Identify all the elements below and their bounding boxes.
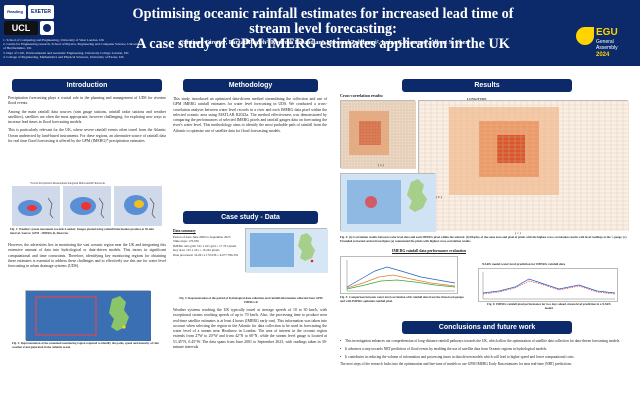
affiliations: 1. School of Computing and Engineering, … [3,38,143,59]
egu-logo: EGU General Assembly 2024 [574,25,634,63]
results-heading: Results [402,79,572,92]
fig1-caption: Fig. 1: Weather system movement towards … [10,227,154,235]
affiliation: 4. College of Engineering, Mathematics a… [3,54,124,59]
header-banner: Reading EXETER UCL Optimising oceanic ra… [0,0,640,66]
perf-eval-title: IMERG rainfall data performance evaluati… [392,249,467,253]
herts-logo [40,21,54,35]
egu-line-2: General [596,39,614,45]
case-study-heading: Case study - Data [183,211,318,224]
title-line-1: Optimising oceanic rainfall estimates fo… [132,6,514,37]
egu-leaf-icon [576,27,594,45]
fig2-caption: Fig. 2: Representation of the examined m… [12,341,159,349]
data-summary-item: IMERG data grid: 101 x 161 grid = 17 761… [173,243,237,248]
conclusions-list: This investigation enhances our comprehe… [340,339,632,359]
panel-label-a: ( a ) [378,163,384,167]
introduction-heading: Introduction [12,79,162,92]
methodology-text: This study introduced an optimized data-… [173,97,327,133]
affiliation: 3. Dept of Civil, Environmental and Geom… [3,50,129,55]
fig2-map-drawing [26,291,151,341]
fig5-correlation-chart [340,256,458,294]
egu-line-3: Assembly [596,45,618,51]
conclusions-heading: Conclusions and future work [402,321,572,334]
data-summary-item: Data processed: 16,261 x 170,036 = 4,077… [173,252,239,257]
data-summary-title: Data summary [173,229,196,233]
intro-paragraph: Precipitation forecasting plays a crucia… [8,96,166,106]
case-study-text: Weather systems reaching the UK typicall… [173,308,327,350]
next-steps: The next steps of the research looks int… [340,362,572,367]
fig4b-map-drawing [341,174,436,232]
egu-name: EGU [596,27,618,38]
ucl-logo: UCL [4,21,38,35]
fig6-narx-prediction-chart [478,268,618,302]
fig4a-heatmap [341,101,416,169]
egu-year: 2024 [596,52,610,58]
fig6-caption: Fig. 6: IMERG rainfall pixel performance… [487,302,611,310]
poster-title: Optimising oceanic rainfall estimates fo… [118,7,528,52]
fig4a-correlation-grid [340,100,416,169]
panel-label-c: ( c ) [515,231,521,235]
cc-results-title: Cross-correlation results: [340,93,384,98]
longitude-label: LONGITUDE [467,97,487,101]
fig2-monitoring-region-map [25,290,151,341]
title-line-2: A case study of GPM IMERG estimates appl… [136,36,510,52]
intro-text-bottom: However, the adversities lies in monitor… [8,243,166,272]
fig1-subtitle: *Global Precipitation Measurement Integr… [30,182,106,185]
affiliation: 1. School of Computing and Engineering, … [3,38,104,42]
intro-paragraph: Among the main rainfall data sources (ra… [8,109,166,125]
reading-logo: Reading [4,5,26,19]
fig3-caption: Fig. 3: Representation of the paired of … [179,296,323,304]
data-summary: Data summary Period of data: June 2000 t… [173,229,243,258]
fig5-lines [346,260,456,292]
exeter-logo-text: EXETER [30,9,51,15]
panel-label-b: ( b ) [436,195,442,199]
data-summary-item: Key area: 101 x 161 = 16 261 pixels [173,248,220,253]
ucl-logo-text: UCL [11,23,31,33]
fig4c-table-heatmap [419,101,629,231]
intro-text-top: Precipitation forecasting plays a crucia… [8,96,166,147]
fig1-map-panels [12,186,162,226]
fig4-caption: Fig. 4: (a) Correlation results between … [340,235,627,243]
herts-logo-mark [43,24,51,32]
methodology-heading: Methodology [183,79,318,92]
fig5-caption: Fig. 5: Comparison between water level c… [340,295,464,303]
conclusion-item: It contributes in reducing the volume of… [340,355,632,360]
authors: Cristiano Girotto¹, Farzad Piadeh², Kour… [179,40,471,46]
fig3-map-drawing [246,229,328,273]
data-summary-item: Period of data: June 2000 to September 2… [173,234,231,239]
reading-logo-text: Reading [7,9,23,14]
fig6-lines [482,272,616,300]
intro-paragraph: This is particularly relevant for the UK… [8,128,166,144]
fig1-weather-maps [12,186,162,226]
exeter-logo: EXETER [28,5,54,19]
conclusion-item: This investigation enhances our comprehe… [340,339,632,344]
conclusion-item: It advances a step towards NRT predictio… [340,347,632,352]
fig3-data-map [245,228,328,273]
affiliation: 2. Centre for Engineering research, Scho… [3,42,142,51]
conclusions-text: This investigation enhances our comprehe… [340,339,632,370]
fig4c-correlation-table [418,100,629,231]
intro-paragraph: However, the adversities lies in monitor… [8,243,166,269]
fig6-title: NARX model water level prediction for IM… [482,262,566,266]
data-summary-item: Time steps: 170,036 [173,239,199,244]
fig4b-selected-pixels-map [340,173,436,232]
